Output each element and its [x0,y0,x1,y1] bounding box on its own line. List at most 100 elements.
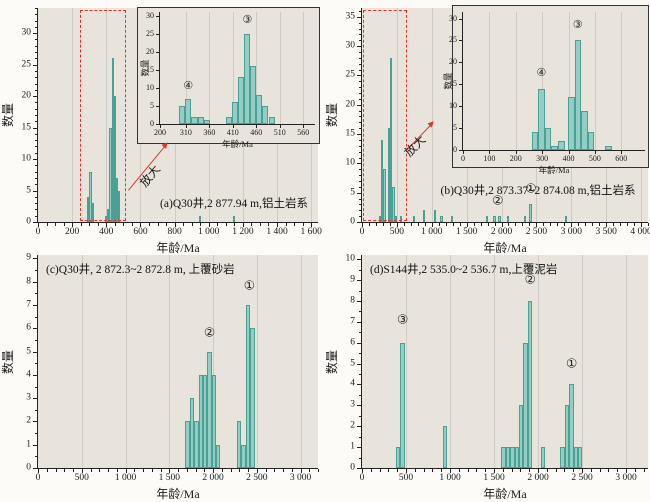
peak-annotation: ② [203,324,216,340]
x-minor-tick [592,223,594,226]
histogram-bar [574,40,582,150]
histogram-bar [394,216,397,222]
histogram-bar [493,216,496,222]
y-minor-tick [359,145,362,147]
histogram-bar [498,216,501,222]
histogram-bar [564,405,570,468]
x-minor-tick [403,223,405,226]
x-tick [538,469,539,473]
histogram-bar [262,105,269,124]
x-axis-line [159,124,315,125]
histogram-bar [109,127,112,222]
gridline [515,12,517,150]
x-tick-label: 500 [389,227,404,237]
x-minor-tick [302,223,304,226]
gridline [256,255,258,468]
x-minor-tick [473,223,475,226]
histogram-bar [191,116,198,124]
x-tick [450,469,451,473]
histogram-bar [197,116,204,124]
y-minor-tick [359,311,362,313]
y-tick [33,444,37,446]
histogram-bar [400,342,405,468]
y-tick-label: 7 [26,299,31,310]
y-tick-label: 30 [146,10,154,20]
x-tick [494,469,495,473]
x-tick-label: 1 400 [266,227,288,237]
x-tick-label: 360 [203,128,216,137]
x-minor-tick [114,223,116,226]
x-tick-label: 0 [359,227,365,237]
y-minor-tick [35,184,38,186]
histogram-bar [399,216,402,222]
x-minor-tick [379,469,381,472]
x-minor-tick [423,469,425,472]
histogram-bar [544,128,552,150]
peak-annotation: ③ [572,18,583,32]
x-tick-label: 200 [154,128,166,137]
histogram-bar [203,120,210,124]
x-minor-tick [458,469,460,472]
histogram-bar [199,215,202,222]
y-tick [33,468,37,469]
y-tick [156,87,159,89]
y-minor-tick [35,115,38,116]
x-minor-tick [555,469,557,472]
y-minor-tick [359,51,362,53]
x-minor-tick [445,223,447,226]
histogram-bar [244,33,251,124]
x-minor-tick [221,469,223,472]
x-axis-title: 年龄/Ma [222,139,253,149]
x-tick [489,151,491,154]
y-tick [156,15,159,17]
histogram-bar [557,141,565,150]
y-tick [33,64,37,66]
x-minor-tick [259,223,261,226]
histogram-bar [113,96,117,222]
x-minor-tick [397,469,399,472]
peak-annotation: ② [524,271,536,287]
histogram-bar [207,351,212,468]
x-tick [515,151,517,154]
histogram-bar [89,171,92,222]
y-tick-label: 30 [21,27,32,38]
y-tick-label: 15 [449,79,457,89]
histogram-bar [412,216,415,222]
y-minor-tick [35,102,38,104]
histogram-bar [237,77,245,124]
x-axis-line [37,222,318,223]
y-axis-line [361,255,362,469]
y-minor-tick [359,457,362,459]
x-minor-tick [502,469,504,472]
x-minor-tick [64,469,66,472]
x-tick [606,223,608,227]
histogram-bar [256,95,263,124]
y-tick [357,163,361,165]
y-minor-tick [35,270,38,272]
y-minor-tick [35,209,38,211]
x-tick [594,151,596,154]
x-tick-label: 2 500 [525,227,548,237]
y-tick-label: 35 [345,11,356,22]
x-axis-line [37,468,318,469]
y-minor-tick [35,20,38,22]
histogram-bar [87,196,90,222]
gridline [256,12,258,124]
y-tick [33,258,37,260]
histogram-bar [442,426,447,468]
gridline [594,12,596,150]
y-tick-label: 7 [350,316,355,327]
histogram-bar [514,447,520,468]
y-tick [357,104,361,106]
x-tick-label: 1 500 [455,227,478,237]
x-tick [185,125,187,128]
histogram-bar [450,216,454,222]
y-tick [357,259,361,261]
x-minor-tick [643,469,645,472]
x-tick-label: 0 [359,473,365,483]
x-axis-line [462,150,645,151]
y-tick-label: 4 [26,369,31,380]
panel-a-title: (a)Q30井,2 877.94 m,铝土岩系 [160,198,308,210]
y-axis-line [361,8,362,223]
